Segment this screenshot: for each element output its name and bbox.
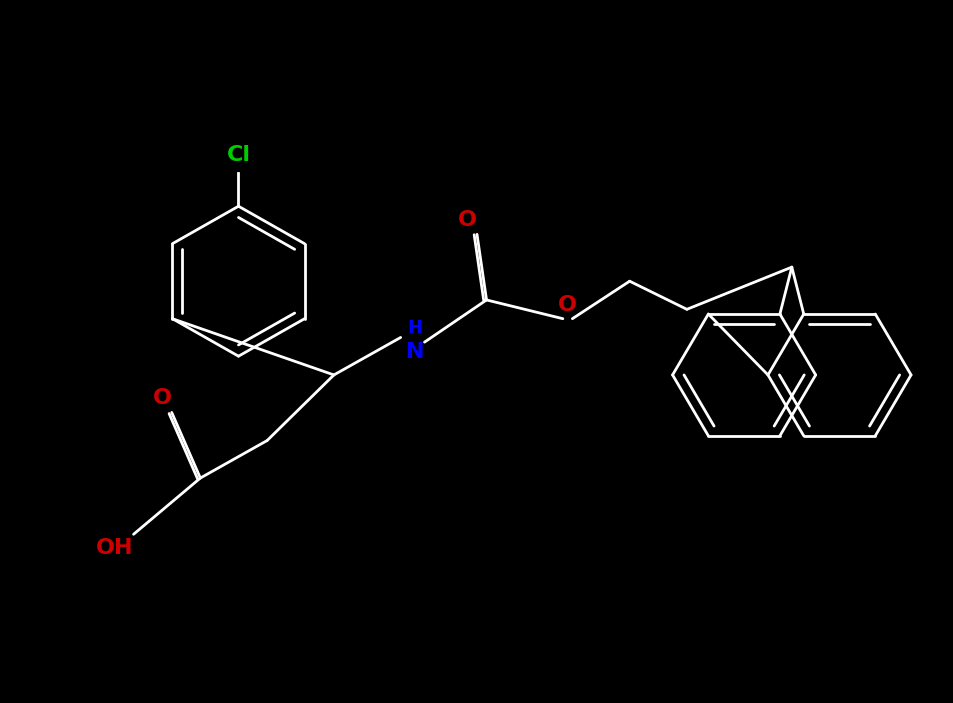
Text: O: O [558, 295, 577, 315]
Text: Cl: Cl [226, 145, 251, 165]
Text: H: H [407, 319, 422, 337]
Text: OH: OH [95, 538, 133, 558]
Text: O: O [457, 210, 476, 231]
Text: O: O [152, 388, 172, 408]
Text: N: N [405, 342, 424, 361]
